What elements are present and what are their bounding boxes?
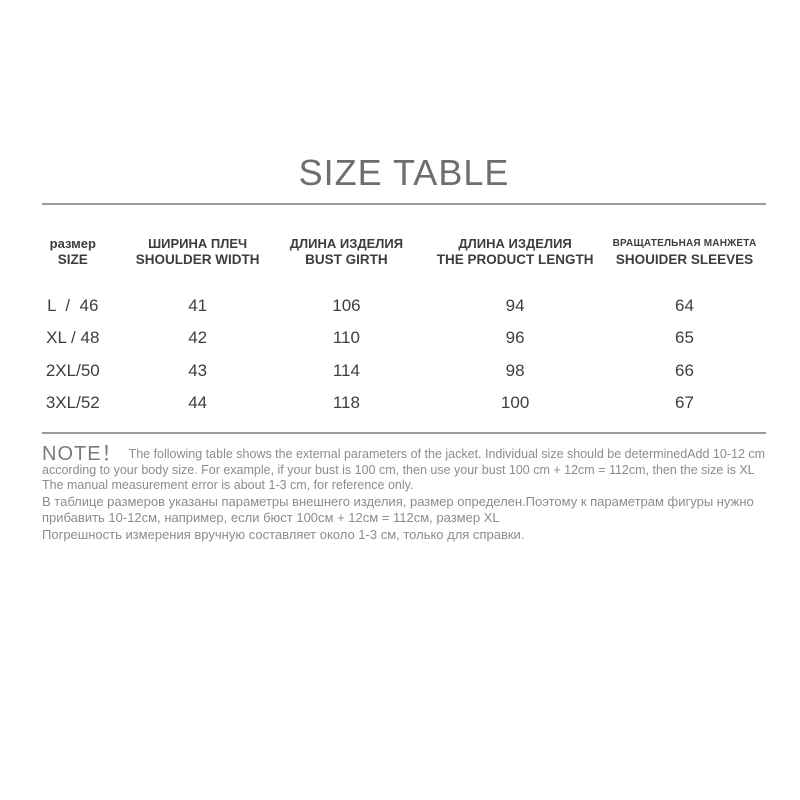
header-shoulder-width-en: SHOULDER WIDTH — [135, 252, 260, 268]
table-row-2xl50: 2XL/50 43 114 98 66 — [42, 354, 766, 387]
size-table-page: SIZE TABLE размер SIZE ШИРИНА ПЛЕЧ SHOUL… — [42, 152, 766, 543]
note-section: NOTE！ The following table shows the exter… — [42, 444, 766, 543]
cell-shoulder: 44 — [188, 393, 208, 413]
cell-bust: 106 — [332, 295, 361, 315]
table-row-l46: L / 46 41 106 94 64 — [42, 289, 766, 322]
cell-size: 3XL/52 — [45, 393, 100, 413]
cell-sleeve: 67 — [675, 393, 694, 413]
header-bust-girth: ДЛИНА ИЗДЕЛИЯ BUST GIRTH — [266, 235, 427, 268]
cell-shoulder: 42 — [188, 328, 208, 348]
divider-bottom — [42, 432, 766, 435]
note-paragraph-ru-2: Погрешность измерения вручную составляет… — [42, 526, 525, 542]
size-table: размер SIZE ШИРИНА ПЛЕЧ SHOULDER WIDTH Д… — [42, 235, 766, 419]
table-body: L / 46 41 106 94 64 XL / 48 42 110 96 65… — [42, 289, 766, 419]
cell-length: 98 — [505, 360, 525, 380]
header-shoulder-sleeves-ru: ВРАЩАТЕЛЬНАЯ МАНЖЕТА — [612, 238, 757, 250]
cell-size: L / 46 — [47, 295, 99, 315]
header-size-en: SIZE — [57, 252, 88, 268]
table-row-xl48: XL / 48 42 110 96 65 — [42, 322, 766, 355]
header-shoulder-sleeves: ВРАЩАТЕЛЬНАЯ МАНЖЕТА SHOUIDER SLEEVES — [603, 235, 766, 268]
divider-top — [42, 203, 766, 206]
header-bust-girth-en: BUST GIRTH — [305, 252, 388, 268]
header-product-length-ru: ДЛИНА ИЗДЕЛИЯ — [458, 236, 572, 252]
cell-bust: 114 — [332, 360, 360, 380]
cell-shoulder: 43 — [188, 360, 208, 380]
cell-length: 100 — [500, 393, 530, 413]
cell-size: 2XL/50 — [45, 360, 100, 380]
note-label: NOTE！ — [42, 443, 123, 466]
cell-sleeve: 66 — [675, 360, 694, 380]
page-title: SIZE TABLE — [298, 152, 510, 193]
header-product-length-en: THE PRODUCT LENGTH — [436, 252, 594, 268]
header-shoulder-width-ru: ШИРИНА ПЛЕЧ — [148, 236, 248, 252]
header-bust-girth-ru: ДЛИНА ИЗДЕЛИЯ — [289, 236, 404, 252]
header-shoulder-width: ШИРИНА ПЛЕЧ SHOULDER WIDTH — [130, 235, 266, 268]
cell-shoulder: 41 — [188, 295, 208, 315]
note-paragraph-en-2: The manual measurement error is about 1-… — [42, 478, 414, 493]
table-row-3xl52: 3XL/52 44 118 100 67 — [42, 387, 766, 420]
cell-sleeve: 65 — [675, 328, 694, 348]
cell-sleeve: 64 — [675, 295, 694, 315]
cell-bust: 118 — [332, 393, 360, 413]
cell-length: 94 — [505, 295, 525, 315]
header-size: размер SIZE — [42, 235, 130, 268]
header-size-ru: размер — [49, 236, 96, 252]
table-header-row: размер SIZE ШИРИНА ПЛЕЧ SHOULDER WIDTH Д… — [42, 235, 766, 268]
cell-size: XL / 48 — [46, 328, 100, 348]
cell-bust: 110 — [332, 328, 360, 348]
header-shoulder-sleeves-en: SHOUIDER SLEEVES — [615, 252, 754, 268]
cell-length: 96 — [505, 328, 525, 348]
header-product-length: ДЛИНА ИЗДЕЛИЯ THE PRODUCT LENGTH — [427, 235, 603, 268]
note-text-en-1: The following table shows the external p… — [42, 447, 766, 477]
note-paragraph-en-1: NOTE！ The following table shows the exter… — [42, 444, 766, 478]
note-paragraph-ru-1: В таблице размеров указаны параметры вне… — [42, 493, 754, 526]
